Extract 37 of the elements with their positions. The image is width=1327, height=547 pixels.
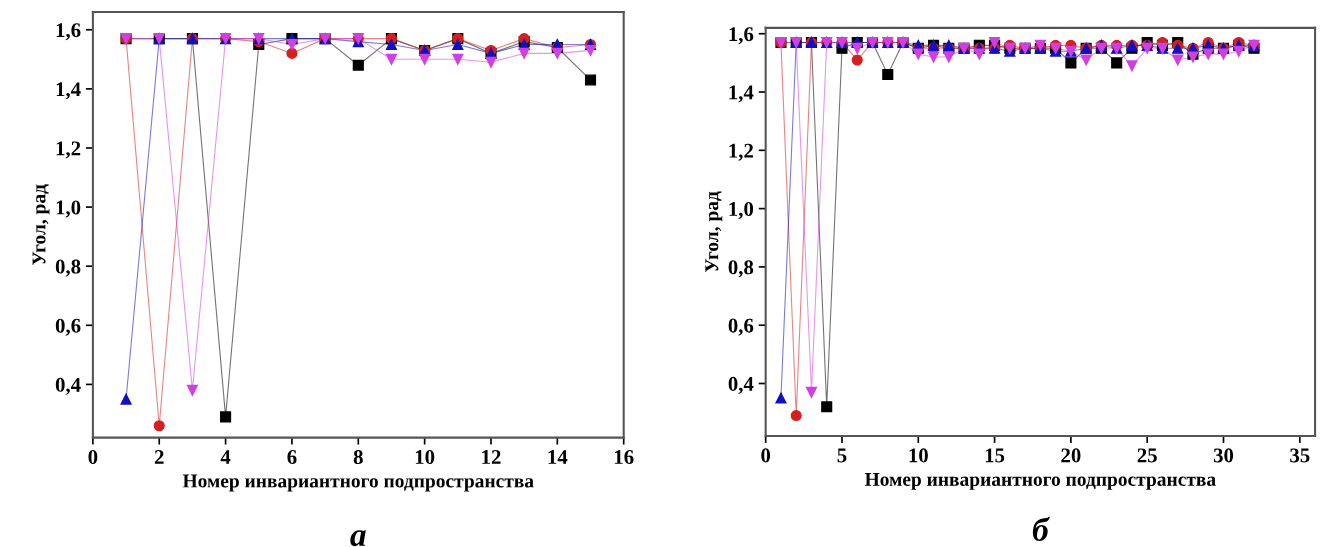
x-tick-label: 0 — [88, 450, 98, 465]
y-tick-label: 0,6 — [55, 318, 81, 336]
x-tick-label: 2 — [154, 450, 164, 464]
y-tick-label: 1,2 — [729, 143, 753, 161]
y-tick-label: 0,4 — [55, 377, 81, 395]
x-tick-label: 20 — [1061, 448, 1081, 463]
y-tick-label: 1,4 — [729, 85, 754, 103]
y-tick-label: 1,0 — [56, 200, 81, 218]
x-tick-label: 16 — [614, 450, 634, 465]
x-tick-label: 4 — [220, 450, 231, 464]
y-tick-label: 1,6 — [729, 27, 754, 45]
x-tick-label: 12 — [482, 450, 501, 464]
x-axis-title: Номер инвариантного подпространства — [182, 474, 534, 492]
x-tick-label: 0 — [761, 448, 771, 463]
text: б — [1032, 516, 1050, 542]
x-tick-label: 10 — [415, 450, 435, 465]
y-tick-label: 0,4 — [728, 376, 754, 394]
x-tick-label: 15 — [985, 448, 1005, 463]
y-tick-label: 1,4 — [56, 82, 81, 100]
x-tick-label: 30 — [1213, 448, 1234, 463]
x-tick-label: 35 — [1290, 448, 1310, 463]
x-axis-title: Номер инвариантного подпространства — [864, 472, 1216, 490]
y-tick-label: 0,8 — [728, 260, 754, 278]
y-axis-title: Угол, рад — [32, 184, 50, 265]
x-tick-label: 14 — [548, 450, 568, 464]
text: а — [350, 530, 366, 547]
y-tick-label: 1,2 — [56, 141, 81, 159]
x-tick-label: 10 — [909, 448, 928, 463]
y-tick-label: 0,6 — [728, 318, 754, 336]
x-tick-label: 5 — [837, 448, 847, 463]
x-tick-label: 25 — [1137, 448, 1157, 463]
x-tick-label: 8 — [353, 450, 363, 465]
y-tick-label: 1,6 — [56, 23, 81, 41]
y-tick-label: 1,0 — [729, 201, 754, 220]
x-tick-label: 6 — [287, 450, 297, 465]
y-tick-label: 0,8 — [55, 259, 81, 277]
y-axis-title: Угол, рад — [705, 191, 723, 273]
